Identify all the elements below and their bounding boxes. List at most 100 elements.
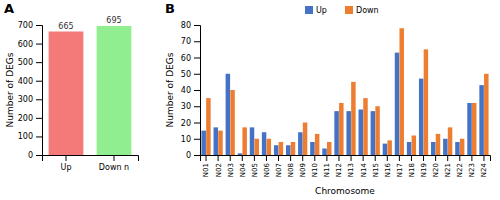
tick-mark <box>194 155 200 156</box>
bar <box>242 127 246 155</box>
bar <box>424 49 428 155</box>
data-label: 695 <box>106 16 121 25</box>
tick-label: N16 <box>384 162 392 177</box>
tick-mark <box>435 155 436 161</box>
y-tick: 40 <box>181 86 200 95</box>
bar <box>279 142 283 155</box>
tick-mark <box>218 155 219 161</box>
y-tick: 50 <box>181 70 200 79</box>
tick-mark <box>351 155 352 161</box>
tick-mark <box>363 155 364 161</box>
tick-label: 0 <box>28 151 33 160</box>
bar <box>334 111 338 155</box>
tick-label: 100 <box>18 132 33 141</box>
x-tick: N21 <box>444 155 452 177</box>
tick-mark <box>36 99 42 100</box>
tick-label: 50 <box>181 70 191 79</box>
y-tick: 80 <box>181 21 200 30</box>
tick-mark <box>194 90 200 91</box>
bar <box>286 145 290 155</box>
bar <box>327 142 331 155</box>
tick-label: 500 <box>18 58 33 67</box>
y-tick: 20 <box>181 119 200 128</box>
marks <box>49 26 132 155</box>
tick-label: Up <box>61 163 72 172</box>
tick-mark <box>230 155 231 161</box>
tick-label: 200 <box>18 114 33 123</box>
tick-mark <box>36 81 42 82</box>
bar <box>443 139 447 155</box>
tick-mark <box>194 58 200 59</box>
x-tick: N22 <box>456 155 464 177</box>
tick-label: 400 <box>18 77 33 86</box>
tick-label: N18 <box>408 163 416 177</box>
y-tick: 500 <box>18 58 42 67</box>
tick-label: N09 <box>299 163 307 177</box>
legend-entry: Up <box>305 6 327 15</box>
x-tick: N18 <box>408 155 416 177</box>
tick-label: N13 <box>347 163 355 177</box>
tick-mark <box>36 136 42 137</box>
tick-mark <box>194 106 200 107</box>
x-tick: N19 <box>420 155 428 177</box>
tick-label: N06 <box>263 162 271 177</box>
y-tick: 70 <box>181 37 200 46</box>
tick-label: N23 <box>468 163 476 177</box>
tick-mark <box>36 44 42 45</box>
x-tick: N05 <box>251 155 259 177</box>
tick-mark <box>375 155 376 161</box>
tick-mark <box>36 62 42 63</box>
tick-label: 300 <box>18 95 33 104</box>
title: A <box>4 1 14 16</box>
axis-line <box>194 26 201 156</box>
tick-mark <box>278 155 279 161</box>
x-tick: N04 <box>239 155 247 177</box>
x-tick: N07 <box>275 155 283 177</box>
y-axis: 01020304050607080 <box>181 21 201 160</box>
tick-label: N14 <box>360 162 368 177</box>
tick-label: N02 <box>215 163 223 177</box>
bar <box>448 127 452 155</box>
bar <box>387 140 391 155</box>
y-axis: 0100200300400500600700 <box>18 21 43 160</box>
tick-mark <box>36 155 42 156</box>
bar <box>346 111 350 155</box>
bar <box>267 139 271 155</box>
tick-label: N03 <box>227 163 235 177</box>
legend-label: Down <box>356 6 379 15</box>
bar <box>49 32 84 156</box>
bar <box>436 134 440 155</box>
bar <box>383 144 387 155</box>
x-tick: N06 <box>263 155 271 177</box>
bar <box>206 98 210 155</box>
y-tick: 400 <box>18 77 42 86</box>
y-tick: 300 <box>18 95 42 104</box>
bar <box>407 142 411 155</box>
bar <box>431 142 435 155</box>
y-tick: 60 <box>181 54 200 63</box>
tick-label: N17 <box>396 163 404 177</box>
tick-mark <box>194 41 200 42</box>
bar <box>399 28 403 155</box>
x-tick: Up <box>61 155 72 172</box>
chart-svg: 6656950100200300400500600700UpDown nNumb… <box>0 0 500 200</box>
tick-label: N07 <box>275 163 283 177</box>
tick-mark <box>326 155 327 161</box>
x-tick: N12 <box>335 155 343 177</box>
tick-mark <box>483 155 484 161</box>
y-tick: 600 <box>18 40 42 49</box>
tick-mark <box>194 123 200 124</box>
tick-label: N10 <box>311 163 319 177</box>
y-axis-title: Number of DEGs <box>165 52 175 127</box>
tick-label: N19 <box>420 163 428 177</box>
tick-label: N22 <box>456 163 464 177</box>
bar <box>359 110 363 156</box>
legend-swatch <box>345 6 353 14</box>
tick-mark <box>114 155 115 161</box>
tick-mark <box>447 155 448 161</box>
y-tick: 200 <box>18 114 42 123</box>
bar <box>472 103 476 155</box>
tick-mark <box>423 155 424 161</box>
tick-label: 600 <box>18 40 33 49</box>
tick-mark <box>338 155 339 161</box>
